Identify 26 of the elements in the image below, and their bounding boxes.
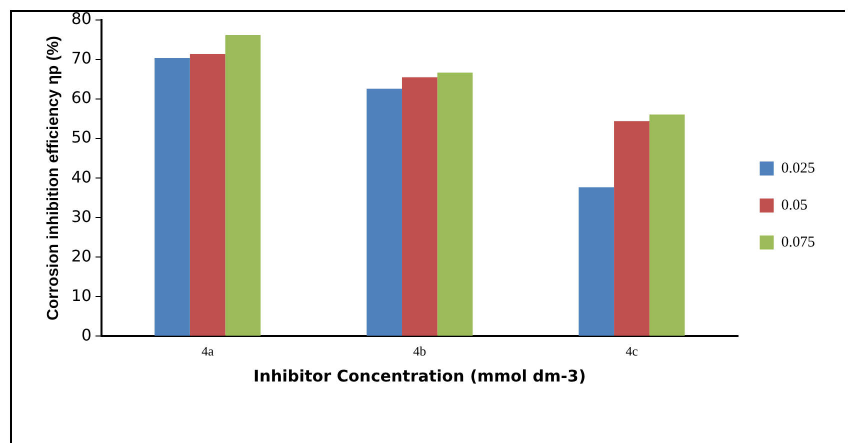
y-tick-label: 60: [71, 88, 92, 108]
y-tick-label: 80: [71, 9, 92, 28]
x-tick-label: 4b: [413, 343, 426, 358]
y-tick-label: 10: [71, 286, 92, 305]
bar: [225, 35, 261, 336]
y-tick-label: 50: [71, 128, 92, 147]
x-axis-title: Inhibitor Concentration (mmol dm-3): [253, 366, 586, 386]
x-tick-label: 4a: [201, 343, 214, 358]
y-tick-label: 0: [81, 325, 92, 344]
bar: [437, 72, 473, 336]
bar: [154, 58, 190, 336]
y-tick-label: 20: [71, 246, 92, 266]
bar: [190, 54, 226, 336]
y-tick-label: 40: [71, 167, 92, 186]
bar: [578, 187, 614, 336]
bar: [614, 121, 650, 336]
y-tick-label: 30: [71, 206, 92, 226]
bar: [402, 77, 438, 336]
legend-label: 0.05: [781, 197, 808, 214]
x-tick-label: 4c: [626, 343, 638, 358]
bar: [366, 88, 402, 336]
y-axis-title: Corrosion inhibition efficiency ηp (%): [45, 36, 62, 320]
bar: [649, 114, 685, 336]
legend-label: 0.075: [781, 234, 815, 250]
y-tick-label: 70: [71, 48, 92, 68]
legend-label: 0.025: [781, 160, 815, 176]
